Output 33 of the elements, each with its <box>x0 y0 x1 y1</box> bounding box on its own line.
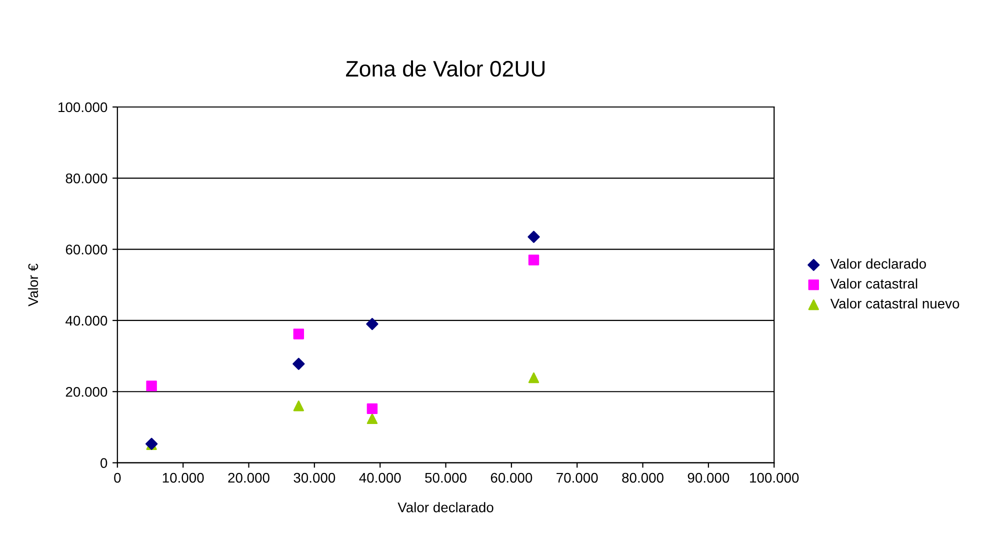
y-tick-label: 60.000 <box>66 244 108 254</box>
x-tick-label: 80.000 <box>622 472 664 483</box>
point <box>528 230 540 243</box>
chart-title: Zona de Valor 02UU <box>346 60 545 77</box>
point <box>293 328 304 340</box>
x-axis-title: Valor declarado <box>398 502 494 512</box>
point <box>293 400 304 412</box>
y-tick-label: 80.000 <box>66 173 108 184</box>
legend-label: Valor catastral <box>830 278 918 289</box>
x-tick-label: 70.000 <box>556 472 598 483</box>
x-tick-label: 20.000 <box>228 472 270 483</box>
point <box>528 372 540 384</box>
legend-label: Valor catastral nuevo <box>830 298 960 309</box>
point <box>366 318 378 330</box>
point <box>146 380 157 392</box>
x-tick-label: 40.000 <box>359 472 401 483</box>
x-tick-label: 10.000 <box>162 472 204 483</box>
point <box>292 358 305 370</box>
x-tick-label: 30.000 <box>294 472 336 483</box>
x-tick-label: 100.000 <box>750 472 799 483</box>
y-tick-label: 0 <box>100 458 108 468</box>
x-tick-label: 0 <box>114 472 121 483</box>
x-tick-label: 90.000 <box>688 472 730 483</box>
x-tick-label: 60.000 <box>490 472 532 483</box>
y-tick-label: 20.000 <box>66 386 108 397</box>
y-tick-label: 100.000 <box>58 102 108 112</box>
y-axis-title: Valor € <box>28 264 38 306</box>
x-tick-label: 50.000 <box>425 472 466 483</box>
point <box>528 254 540 266</box>
point <box>366 413 378 424</box>
y-tick-label: 40.000 <box>66 316 108 326</box>
point <box>366 403 378 414</box>
legend-label: Valor declarado <box>830 258 926 269</box>
